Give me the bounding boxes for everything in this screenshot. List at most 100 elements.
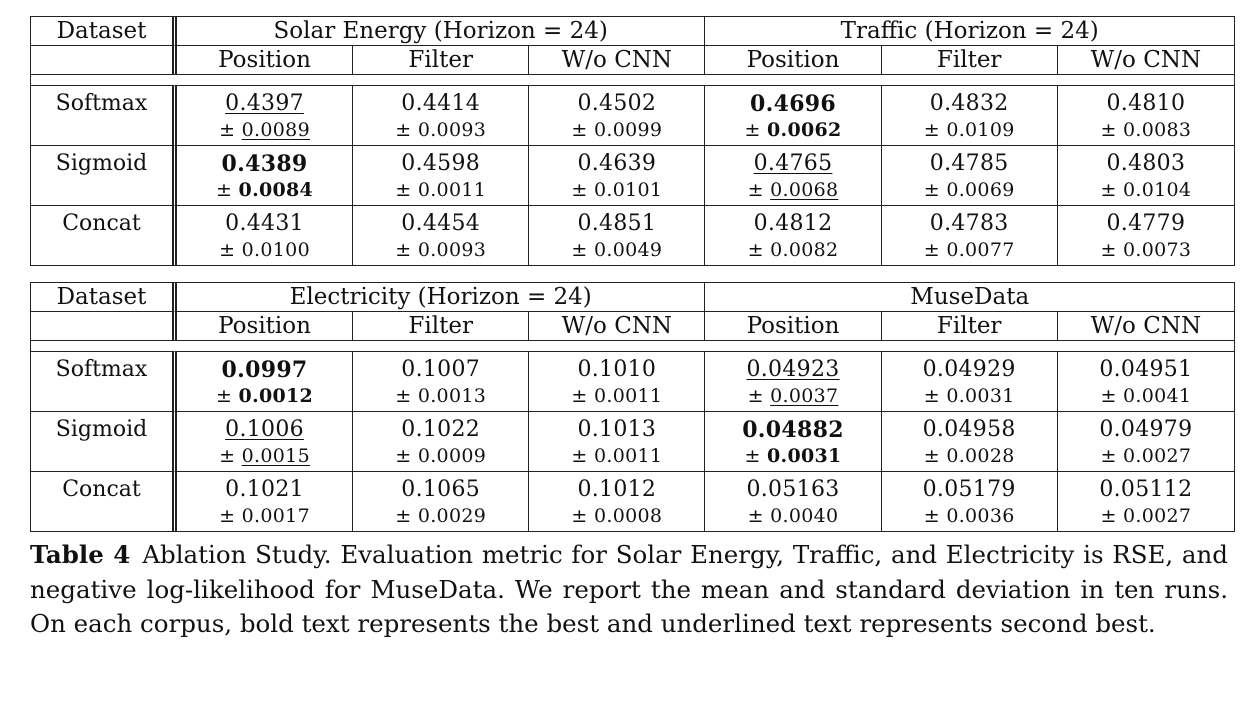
std-value: 0.0027: [1123, 504, 1192, 527]
std-cell: ± 0.0093: [353, 117, 530, 145]
plus-minus-symbol: ±: [923, 118, 940, 141]
std-value: 0.0040: [770, 504, 839, 527]
mean-cell: 0.4696: [705, 85, 882, 117]
std-value: 0.0099: [593, 118, 663, 141]
mean-value: 0.1022: [401, 417, 481, 442]
column-header: Filter: [881, 311, 1058, 340]
std-value: 0.0084: [238, 178, 314, 201]
std-cell: ± 0.0011: [353, 177, 530, 205]
plus-minus-symbol: ±: [923, 384, 940, 407]
mean-cell: 0.04882: [705, 411, 882, 443]
table-row-mean: Sigmoid 0.1006 0.1022 0.1013 0.04882 0.04958 0…: [31, 411, 1234, 443]
mean-cell: 0.1007: [353, 351, 530, 383]
mean-value: 0.4812: [753, 211, 833, 236]
std-value: 0.0031: [946, 384, 1015, 407]
mean-cell: 0.4389: [176, 145, 354, 177]
column-header: Position: [176, 45, 354, 74]
std-cell: ± 0.0036: [882, 503, 1058, 531]
std-value: 0.0101: [593, 178, 663, 201]
std-cell: ± 0.0101: [529, 177, 706, 205]
std-cell: ± 0.0099: [529, 117, 706, 145]
std-value: 0.0073: [1123, 238, 1192, 261]
mean-cell: 0.4785: [881, 145, 1058, 177]
mean-cell: 0.4431: [176, 205, 354, 237]
std-value: 0.0036: [946, 504, 1015, 527]
plus-minus-symbol: ±: [1100, 444, 1117, 467]
dataset-header-blank: [31, 45, 177, 74]
dataset-header: Dataset: [31, 17, 177, 45]
std-value: 0.0049: [593, 238, 663, 261]
column-header: Filter: [353, 45, 530, 74]
results-table-top: Dataset Solar Energy (Horizon = 24) Traffi…: [30, 16, 1235, 266]
plus-minus-symbol: ±: [395, 178, 412, 201]
std-value: 0.0015: [241, 444, 310, 467]
mean-value: 0.1007: [401, 357, 481, 382]
std-value: 0.0008: [593, 504, 663, 527]
mean-cell: 0.1006: [176, 411, 354, 443]
std-cell: ± 0.0028: [882, 443, 1058, 471]
plus-minus-symbol: ±: [571, 238, 588, 261]
mean-value: 0.4431: [225, 211, 304, 236]
plus-minus-symbol: ±: [219, 504, 236, 527]
mean-value: 0.1006: [225, 417, 304, 442]
plus-minus-symbol: ±: [1100, 178, 1117, 201]
table-row-std: ± 0.0100 ± 0.0093 ± 0.0049 ± 0.0082 ± 0.0077…: [31, 237, 1234, 265]
plus-minus-symbol: ±: [219, 238, 236, 261]
mean-value: 0.1065: [401, 477, 481, 502]
method-label: Concat: [31, 205, 177, 237]
std-value: 0.0104: [1123, 178, 1192, 201]
std-cell: ± 0.0027: [1058, 443, 1234, 471]
std-cell: ± 0.0031: [705, 443, 882, 471]
mean-value: 0.05112: [1099, 477, 1193, 502]
mean-cell: 0.4851: [529, 205, 706, 237]
method-label: Sigmoid: [31, 145, 177, 177]
std-cell: ± 0.0017: [177, 503, 354, 531]
std-cell: ± 0.0011: [529, 443, 706, 471]
mean-cell: 0.4779: [1057, 205, 1234, 237]
dataset-header-blank: [31, 311, 177, 340]
plus-minus-symbol: ±: [744, 444, 761, 467]
mean-value: 0.04979: [1099, 417, 1193, 442]
header-gap: [31, 340, 1234, 351]
mean-value: 0.4832: [929, 91, 1009, 116]
std-cell: ± 0.0009: [353, 443, 530, 471]
plus-minus-symbol: ±: [395, 504, 412, 527]
mean-value: 0.04929: [922, 357, 1016, 382]
mean-cell: 0.1065: [353, 471, 530, 503]
mean-cell: 0.04958: [881, 411, 1058, 443]
plus-minus-symbol: ±: [747, 178, 764, 201]
std-cell: ± 0.0109: [882, 117, 1058, 145]
std-cell: ± 0.0069: [882, 177, 1058, 205]
std-cell: ± 0.0077: [882, 237, 1058, 265]
table-caption: Table 4 Ablation Study. Evaluation metric…: [30, 538, 1228, 642]
column-header: W/o CNN: [1057, 45, 1234, 74]
mean-cell: 0.05163: [705, 471, 882, 503]
std-value: 0.0069: [946, 178, 1015, 201]
std-cell: ± 0.0082: [705, 237, 882, 265]
mean-cell: 0.05179: [881, 471, 1058, 503]
method-label-blank: [31, 443, 177, 471]
plus-minus-symbol: ±: [395, 444, 412, 467]
table-row-std: ± 0.0084 ± 0.0011 ± 0.0101 ± 0.0068 ± 0.0069…: [31, 177, 1234, 205]
std-value: 0.0041: [1123, 384, 1192, 407]
column-header: Position: [705, 45, 882, 74]
mean-value: 0.4397: [225, 91, 304, 116]
mean-cell: 0.1012: [529, 471, 706, 503]
std-cell: ± 0.0084: [177, 177, 354, 205]
mean-value: 0.04958: [922, 417, 1016, 442]
mean-cell: 0.04929: [881, 351, 1058, 383]
gap-cell: [31, 74, 1234, 85]
mean-cell: 0.4454: [353, 205, 530, 237]
method-label-blank: [31, 117, 177, 145]
plus-minus-symbol: ±: [923, 444, 940, 467]
method-label-blank: [31, 503, 177, 531]
plus-minus-symbol: ±: [219, 444, 236, 467]
group-header: MuseData: [910, 284, 1030, 310]
mean-cell: 0.04923: [705, 351, 882, 383]
column-header: W/o CNN: [529, 311, 706, 340]
mean-cell: 0.1021: [176, 471, 354, 503]
table-row-mean: Concat 0.4431 0.4454 0.4851 0.4812 0.4783 0.47…: [31, 205, 1234, 237]
table-row-std: ± 0.0012 ± 0.0013 ± 0.0011 ± 0.0037 ± 0.0031…: [31, 383, 1234, 411]
group-header-row: Dataset Solar Energy (Horizon = 24) Traffi…: [31, 17, 1234, 45]
std-cell: ± 0.0008: [529, 503, 706, 531]
